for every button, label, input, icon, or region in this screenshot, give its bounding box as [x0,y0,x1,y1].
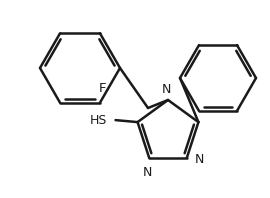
Text: HS: HS [90,114,107,127]
Text: N: N [143,166,152,179]
Text: N: N [161,83,171,96]
Text: N: N [195,153,204,166]
Text: F: F [98,82,106,95]
